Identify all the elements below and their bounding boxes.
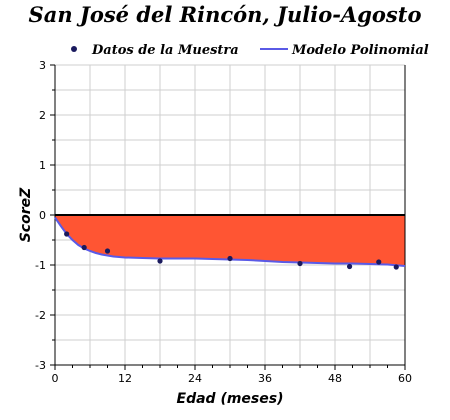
y-axis-label: ScoreZ: [18, 187, 34, 242]
x-tick-label: 48: [328, 372, 342, 385]
data-point: [393, 264, 399, 270]
data-point: [227, 255, 233, 262]
model-line: [54, 216, 406, 267]
data-point: [64, 231, 70, 237]
fill-layer: [55, 215, 405, 266]
y-tick-label: -1: [35, 259, 46, 272]
x-tick-label: 0: [52, 372, 59, 385]
model-line-layer: [54, 216, 406, 267]
data-point: [297, 260, 303, 267]
data-point: [376, 259, 382, 265]
legend-marker-points: [71, 46, 77, 52]
x-tick-label: 24: [188, 372, 202, 385]
y-tick-label: 2: [39, 109, 46, 122]
y-tick-label: -2: [35, 309, 46, 322]
y-tick-label: -3: [35, 359, 46, 372]
x-tick-label: 12: [118, 372, 132, 385]
legend-label-points: Datos de la Muestra: [91, 43, 239, 58]
y-tick-label: 3: [39, 59, 46, 72]
x-axis-label: Edad (meses): [177, 391, 284, 407]
area-fill: [55, 215, 405, 266]
data-point: [104, 248, 111, 254]
legend: Datos de la Muestra Modelo Polinomial: [71, 43, 429, 58]
data-point: [81, 244, 87, 251]
chart-title: San José del Rincón, Julio-Agosto: [29, 2, 422, 27]
y-tick-label: 0: [39, 209, 46, 222]
data-point: [346, 263, 353, 270]
y-tick-label: 1: [39, 159, 46, 172]
data-point: [157, 258, 163, 264]
x-tick-label: 36: [258, 372, 272, 385]
legend-label-line: Modelo Polinomial: [291, 43, 429, 58]
x-tick-label: 60: [398, 372, 412, 385]
points-layer: [64, 231, 399, 270]
